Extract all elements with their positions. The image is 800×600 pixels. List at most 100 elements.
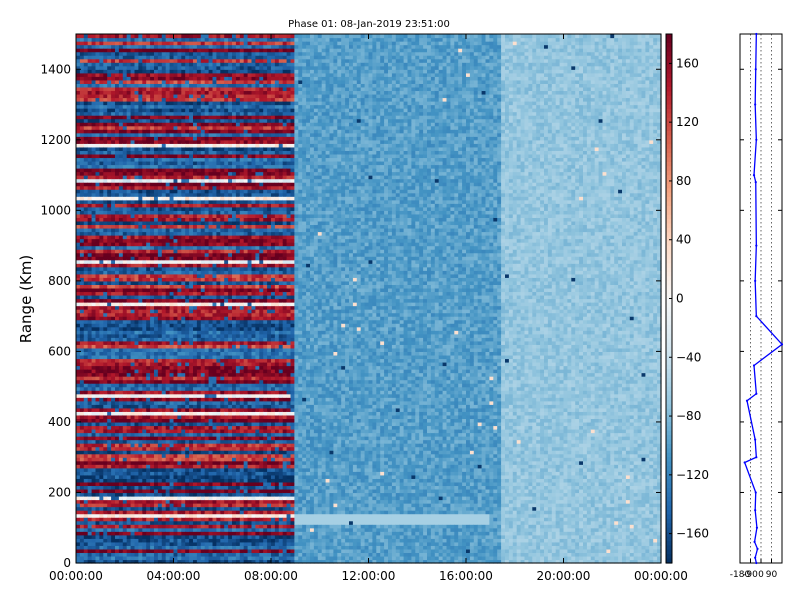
heatmap-cell [95,414,100,420]
heatmap-cell [185,527,190,532]
heatmap-cell [154,421,159,427]
heatmap-cell [173,44,178,49]
heatmap-cell [79,393,85,398]
heatmap-cell [76,263,81,268]
heatmap-cell [76,115,81,120]
heatmap-cell [154,298,159,303]
heatmap-cell [154,495,159,501]
heatmap-cell [189,210,194,215]
heatmap-cell [122,294,128,300]
heatmap-cell [103,111,108,116]
heatmap-cell [204,421,210,427]
heatmap-cell [91,273,97,278]
heatmap-cell [189,291,194,296]
heatmap-cell [193,354,198,360]
heatmap-cell [126,192,132,197]
heatmap-cell [150,467,155,472]
heatmap-cell [122,273,128,278]
heatmap-cell [130,72,136,77]
heatmap-cell [107,379,112,384]
heatmap-cell [111,354,116,360]
heatmap-cell [185,175,190,180]
heatmap-cell [185,397,190,402]
heatmap-cell [154,235,159,240]
heatmap-cell [138,527,143,532]
heatmap-cell [173,235,178,240]
heatmap-cell [118,37,124,42]
heatmap-cell [157,34,163,39]
heatmap-cell [200,171,206,176]
heatmap-cell [169,203,175,208]
heatmap-cell [91,450,97,455]
heatmap-cell [150,83,155,88]
heatmap-cell [107,48,112,53]
heatmap-cell [91,552,97,557]
heatmap-cell [193,351,198,356]
heatmap-cell [157,168,163,173]
heatmap-cell [161,365,167,370]
heatmap-cell [111,548,116,554]
heatmap-cell [87,326,93,331]
heatmap-cell [138,108,143,113]
heatmap-cell [83,55,89,60]
heatmap-cell [173,361,178,367]
heatmap-cell [130,203,136,208]
heatmap-cell [130,157,136,162]
heatmap-cell [99,79,104,84]
heatmap-cell [115,171,120,176]
heatmap-cell [181,55,186,60]
heatmap-cell [130,132,136,137]
heatmap-cell [154,58,159,63]
heatmap-cell [103,182,108,187]
heatmap-cell [142,397,147,402]
heatmap-cell [126,189,132,194]
heatmap-cell [165,361,171,367]
heatmap-cell [173,157,178,162]
heatmap-cell [169,217,175,222]
heatmap-cell [103,55,108,60]
heatmap-cell [157,291,163,296]
heatmap-cell [204,520,210,525]
heatmap-cell [126,182,132,187]
heatmap-cell [181,143,186,148]
heatmap-cell [122,146,128,151]
heatmap-cell [111,48,116,53]
heatmap-cell [130,168,136,173]
heatmap-cell [177,376,182,381]
heatmap-cell [126,298,132,303]
heatmap-cell [83,407,89,412]
heatmap-cell [169,227,175,233]
heatmap-cell [169,122,175,127]
heatmap-cell [111,196,116,201]
heatmap-cell [118,224,124,229]
heatmap-cell [91,294,97,300]
heatmap-cell [76,164,81,169]
heatmap-cell [126,319,132,324]
heatmap-cell [87,411,93,416]
heatmap-cell [115,492,120,497]
heatmap-cell [181,224,186,229]
heatmap-cell [169,478,175,483]
heatmap-cell [181,450,186,455]
heatmap-cell [173,277,178,282]
heatmap-cell [83,136,89,141]
heatmap-cell [91,41,97,46]
heatmap-cell [107,93,112,99]
heatmap-cell [185,330,190,335]
heatmap-cell [103,79,108,84]
heatmap-cell [126,379,132,384]
heatmap-cell [169,83,175,88]
heatmap-cell [204,457,210,462]
heatmap-cell [118,122,124,127]
heatmap-cell [76,277,81,282]
heatmap-cell [87,397,93,402]
heatmap-cell [161,298,167,303]
heatmap-cell [204,467,210,472]
heatmap-cell [177,153,182,159]
heatmap-cell [150,101,155,106]
heatmap-cell [181,291,186,296]
heatmap-cell [87,238,93,243]
heatmap-cell [79,485,85,490]
heatmap-cell [138,189,143,194]
heatmap-cell [196,182,202,187]
